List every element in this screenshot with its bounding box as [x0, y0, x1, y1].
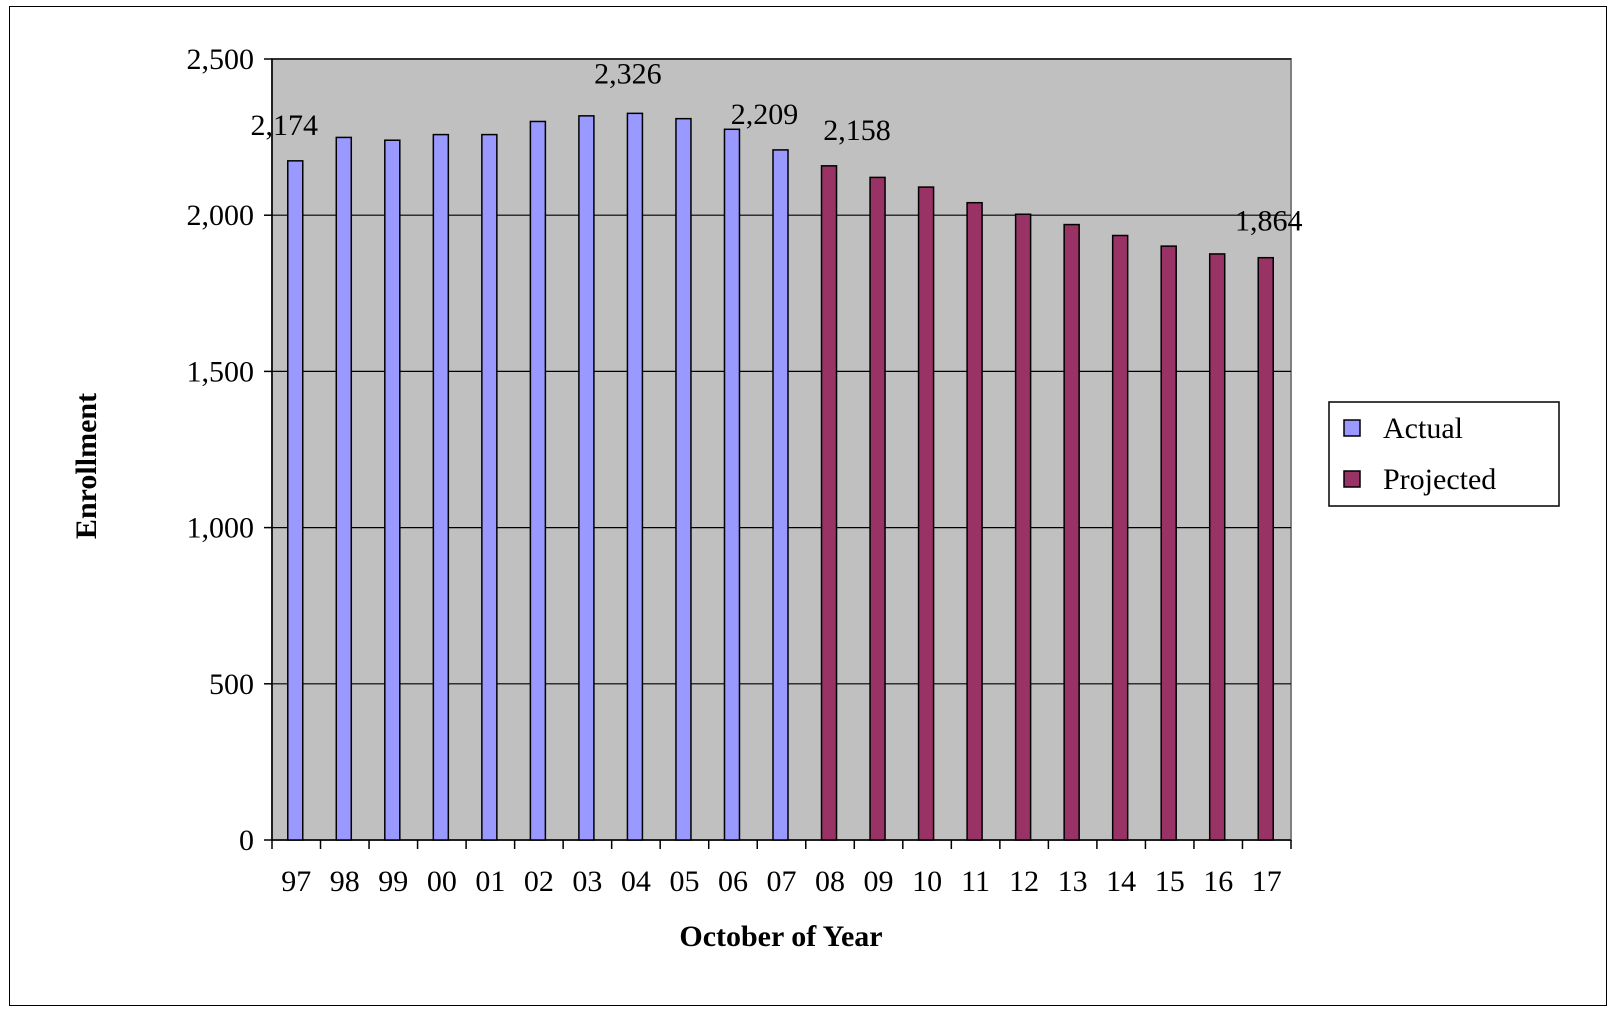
x-tick-label: 13: [1058, 865, 1088, 898]
bar-projected-15: [1160, 245, 1177, 841]
bar-actual-99: [384, 139, 401, 841]
bar-projected-12: [1014, 213, 1032, 841]
legend: Actual Projected: [1328, 401, 1560, 507]
bar-projected-10: [917, 186, 935, 841]
bar-actual-00: [432, 133, 450, 841]
x-tick-label: 05: [669, 865, 699, 898]
legend-label-actual: Actual: [1383, 412, 1463, 445]
x-tick-label: 01: [475, 865, 505, 898]
x-tick-label: 14: [1106, 865, 1136, 898]
y-tick-label: 1,000: [187, 512, 255, 545]
bar-projected-16: [1208, 253, 1226, 841]
x-tick-label: 03: [572, 865, 602, 898]
y-tick-label: 2,000: [187, 199, 255, 232]
bar-projected-14: [1111, 234, 1129, 841]
bar-actual-06: [723, 128, 741, 841]
legend-swatch-projected: [1343, 470, 1361, 488]
bar-projected-13: [1063, 223, 1080, 841]
x-tick-label: 04: [621, 865, 651, 898]
x-tick-label: 09: [864, 865, 894, 898]
bar-projected-17: [1257, 256, 1274, 841]
x-tick-label: 99: [378, 865, 408, 898]
y-tick-label: 1,500: [187, 355, 255, 388]
data-label: 2,174: [251, 109, 319, 142]
bar-actual-03: [578, 115, 595, 841]
x-tick-label: 98: [330, 865, 360, 898]
x-tick-label: 07: [767, 865, 797, 898]
axes: 0 500 1,000 1,500 2,000 2,500 97 98 99 00 01 02 03 04…: [187, 43, 1292, 898]
x-tick-label: 08: [815, 865, 845, 898]
bar-actual-07: [772, 149, 789, 841]
y-axis-title: Enrollment: [70, 393, 103, 539]
x-tick-label: 00: [427, 865, 457, 898]
enrollment-bar-chart: 0 500 1,000 1,500 2,000 2,500 97 98 99 00 01 02 03 04…: [70, 43, 1560, 953]
y-tick-label: 0: [239, 824, 254, 857]
data-label: 2,326: [594, 57, 662, 90]
x-tick-label: 97: [281, 865, 311, 898]
data-label: 2,158: [823, 114, 891, 147]
y-tick-label: 2,500: [187, 43, 255, 76]
y-tick-label: 500: [209, 668, 254, 701]
legend-label-projected: Projected: [1383, 463, 1496, 496]
data-label: 2,209: [731, 98, 799, 131]
bar-actual-05: [675, 117, 692, 841]
bar-projected-08: [820, 165, 838, 841]
data-labels: 2,174 2,326 2,209 2,158 1,864: [251, 57, 1303, 237]
x-tick-label: 12: [1009, 865, 1039, 898]
bar-projected-11: [966, 201, 983, 841]
legend-swatch-actual: [1343, 419, 1361, 437]
x-tick-label: 06: [718, 865, 748, 898]
bars: [287, 112, 1274, 841]
bar-projected-09: [869, 176, 886, 841]
x-tick-label: 11: [961, 865, 990, 898]
x-tick-label: 17: [1252, 865, 1282, 898]
bar-actual-01: [481, 133, 498, 841]
bar-actual-04: [626, 112, 644, 841]
data-label: 1,864: [1235, 205, 1303, 238]
x-tick-label: 02: [524, 865, 554, 898]
bar-actual-97: [287, 160, 304, 841]
legend-box: [1328, 401, 1560, 507]
chart-frame: 0 500 1,000 1,500 2,000 2,500 97 98 99 00 01 02 03 04…: [9, 6, 1607, 1006]
bar-actual-02: [529, 120, 547, 841]
x-tick-label: 15: [1155, 865, 1185, 898]
x-axis-title: October of Year: [679, 920, 882, 953]
x-tick-label: 16: [1203, 865, 1233, 898]
bar-actual-98: [335, 136, 353, 841]
x-tick-label: 10: [912, 865, 942, 898]
